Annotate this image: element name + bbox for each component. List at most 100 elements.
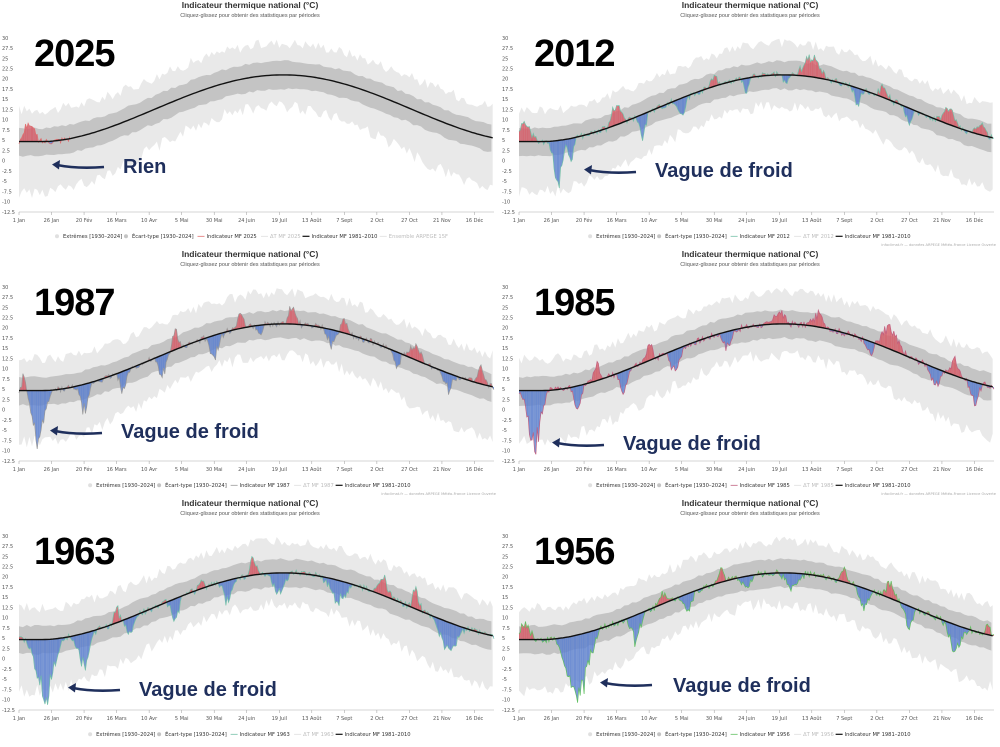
legend-item[interactable]: Extrêmes [1930–2024] <box>596 233 655 240</box>
legend-item[interactable]: ΔT MF 1956 <box>803 732 834 738</box>
legend-item[interactable]: Ensemble ARPEGE 15F <box>389 234 448 240</box>
cold-anomaly-area <box>677 348 680 367</box>
warm-anomaly-area <box>643 357 646 363</box>
warm-anomaly-area <box>30 126 32 142</box>
legend-item[interactable]: Indicateur MF 1985 <box>740 483 790 489</box>
cold-anomaly-area <box>904 106 906 117</box>
cold-anomaly-area <box>458 626 461 638</box>
legend-item[interactable]: Extrêmes [1930–2024] <box>596 731 655 738</box>
warm-anomaly-area <box>177 339 180 349</box>
y-tick-label: -2.5 <box>2 667 12 673</box>
y-tick-label: 0 <box>502 657 505 663</box>
year-overlay-label: 1985 <box>534 282 615 324</box>
legend-item[interactable]: Indicateur MF 1981–2010 <box>845 234 911 240</box>
legend-item[interactable]: Écart-type [1930–2024] <box>165 730 227 738</box>
legend-item[interactable]: Indicateur MF 1981–2010 <box>845 732 911 738</box>
legend-item[interactable]: Indicateur MF 1956 <box>740 732 790 738</box>
warm-anomaly-area <box>953 356 955 376</box>
cold-anomaly-area <box>327 577 329 587</box>
cold-anomaly-area <box>80 634 82 667</box>
y-tick-label: -7.5 <box>2 189 12 195</box>
cold-anomaly-area <box>788 572 790 588</box>
warm-anomaly-area <box>783 314 785 324</box>
legend-item[interactable]: Indicateur MF 1981–2010 <box>312 234 378 240</box>
cold-anomaly-area <box>949 622 952 643</box>
x-tick-label: 16 Déc <box>966 217 984 224</box>
x-tick-label: 1 Jan <box>513 218 525 224</box>
cold-anomaly-area <box>123 370 125 389</box>
cold-anomaly-area <box>836 579 838 583</box>
cold-anomaly-area <box>43 639 45 705</box>
warm-anomaly-area <box>24 377 26 391</box>
y-tick-label: 12.5 <box>502 107 513 113</box>
annotation-arrow <box>604 681 653 687</box>
x-tick-label: 10 Avr <box>641 218 658 224</box>
x-tick-label: 26 Jan <box>544 716 560 722</box>
legend-item[interactable]: Extrêmes [1930–2024] <box>96 731 155 738</box>
extremes-band <box>519 536 993 697</box>
legend-item[interactable]: Écart-type [1930–2024] <box>665 481 727 489</box>
legend-item[interactable]: Écart-type [1930–2024] <box>132 232 194 240</box>
legend-item[interactable]: Extrêmes [1930–2024] <box>596 482 655 489</box>
warm-anomaly-area <box>402 352 405 356</box>
legend-item[interactable]: Écart-type [1930–2024] <box>665 232 727 240</box>
extremes-band <box>19 288 493 448</box>
legend-item[interactable]: Indicateur MF 1981–2010 <box>845 483 911 489</box>
cold-anomaly-area <box>675 349 677 371</box>
legend-swatch <box>657 234 662 239</box>
cold-anomaly-area <box>971 381 974 396</box>
legend-item[interactable]: Indicateur MF 1963 <box>240 732 290 738</box>
legend-item[interactable]: Écart-type [1930–2024] <box>165 481 227 489</box>
warm-anomaly-area <box>594 368 596 382</box>
chart-subtitle: Cliquez-glissez pour obtenir des statist… <box>180 13 320 19</box>
y-tick-label: -2.5 <box>502 169 512 175</box>
y-tick-label: 10 <box>2 367 8 373</box>
chart-subtitle: Cliquez-glissez pour obtenir des statist… <box>680 262 820 268</box>
cold-anomaly-area <box>746 78 748 94</box>
legend-item[interactable]: Indicateur MF 1987 <box>240 483 290 489</box>
cold-anomaly-area <box>272 573 275 587</box>
x-tick-label: 13 Août <box>302 715 322 722</box>
cold-anomaly-area <box>529 390 531 441</box>
cold-anomaly-area <box>258 325 260 334</box>
chart-1956[interactable]: Indicateur thermique national (°C) Clique… <box>500 498 1000 747</box>
x-tick-label: 5 Mai <box>175 218 189 224</box>
y-tick-label: 2.5 <box>2 397 10 403</box>
legend-item[interactable]: ΔT MF 1987 <box>303 483 334 489</box>
chart-1985[interactable]: Indicateur thermique national (°C) Clique… <box>500 249 1000 498</box>
legend-item[interactable]: ΔT MF 2012 <box>803 234 834 240</box>
y-tick-label: 20 <box>2 326 8 332</box>
cold-anomaly-area <box>127 618 129 635</box>
warm-anomaly-area <box>883 87 885 99</box>
legend-item[interactable]: Indicateur MF 1981–2010 <box>345 732 411 738</box>
cold-anomaly-area <box>28 390 30 404</box>
cold-anomaly-area <box>935 368 937 385</box>
x-tick-label: 21 Nov <box>433 218 451 224</box>
legend-item[interactable]: Extrêmes [1930–2024] <box>96 482 155 489</box>
legend-item[interactable]: Indicateur MF 1981–2010 <box>345 483 411 489</box>
legend-item[interactable]: ΔT MF 1963 <box>303 732 334 738</box>
chart-1987[interactable]: Indicateur thermique national (°C) Clique… <box>0 249 500 498</box>
legend-item[interactable]: Écart-type [1930–2024] <box>665 730 727 738</box>
cold-anomaly-area <box>672 350 674 368</box>
legend-item[interactable]: ΔT MF 2025 <box>270 234 301 240</box>
legend-item[interactable]: Extrêmes [1930–2024] <box>63 233 122 240</box>
cold-anomaly-area <box>970 381 972 396</box>
cold-anomaly-area <box>453 375 455 381</box>
x-tick-label: 24 Juin <box>238 716 255 722</box>
warm-anomaly-area <box>949 367 952 375</box>
legend-item[interactable]: ΔT MF 1985 <box>803 483 834 489</box>
cold-anomaly-area <box>223 581 225 596</box>
warm-anomaly-area <box>620 111 622 124</box>
chart-2012[interactable]: Indicateur thermique national (°C) Clique… <box>500 0 1000 249</box>
chart-1963[interactable]: Indicateur thermique national (°C) Clique… <box>0 498 500 747</box>
warm-anomaly-area <box>978 125 980 135</box>
cold-anomaly-area <box>641 114 643 141</box>
x-tick-label: 30 Mai <box>206 467 223 473</box>
warm-anomaly-area <box>22 132 25 142</box>
cold-anomaly-area <box>448 622 450 650</box>
legend-item[interactable]: Indicateur MF 2012 <box>740 234 790 240</box>
chart-2025[interactable]: Indicateur thermique national (°C) Clique… <box>0 0 500 249</box>
legend-item[interactable]: Indicateur MF 2025 <box>207 234 257 240</box>
y-tick-label: 12.5 <box>2 107 13 113</box>
